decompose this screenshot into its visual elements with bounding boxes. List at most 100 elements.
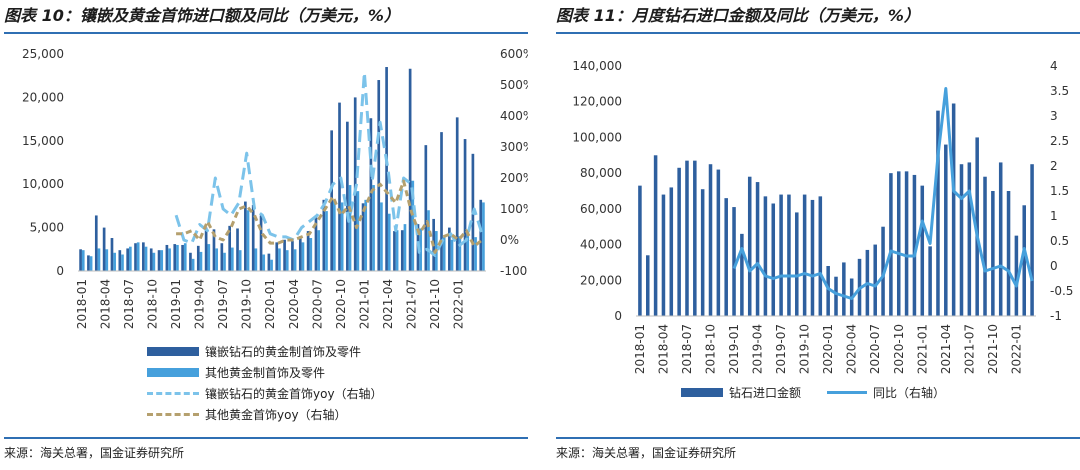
bar	[740, 233, 744, 316]
y2-tick-label: 2	[1050, 159, 1058, 173]
x-tick-label: 2019-07	[216, 279, 230, 329]
bar	[333, 199, 336, 271]
bar	[149, 248, 153, 271]
bar	[795, 212, 799, 316]
left-chart: 0 5,000 10,000 15,000 20,000 25,000 -100% 0% 100…	[22, 47, 528, 329]
bar	[275, 242, 279, 271]
bar	[364, 199, 368, 271]
bar	[708, 164, 713, 316]
x-tick-label: 2018-10	[704, 324, 718, 374]
y-tick-label: 10,000	[22, 177, 64, 191]
y-tick-label: 40,000	[580, 238, 622, 252]
x-tick-label: 2018-07	[680, 324, 694, 374]
y2-tick-label: 0.5	[1050, 234, 1069, 248]
bar	[873, 244, 877, 316]
bar	[309, 238, 313, 271]
bar	[479, 199, 483, 271]
bar	[152, 252, 156, 271]
bar	[842, 262, 846, 316]
bar	[818, 196, 823, 316]
bar	[440, 132, 443, 271]
bar	[638, 185, 642, 316]
bar	[802, 194, 807, 316]
bar	[102, 227, 106, 271]
bar	[204, 227, 208, 271]
x-tick-label: 2019-07	[774, 324, 788, 374]
y-tick-label: 5,000	[30, 221, 64, 235]
legend-label: 其他黄金首饰yoy（右轴）	[205, 408, 347, 422]
right-source-note: 来源：海关总署，国金证券研究所	[556, 446, 737, 460]
bar	[975, 137, 979, 316]
y2-tick-label: 300%	[500, 140, 528, 154]
bar	[134, 243, 137, 271]
series-line	[174, 71, 484, 257]
legend-swatch	[147, 368, 199, 377]
y-tick-label: 120,000	[572, 95, 622, 109]
left-chart-title: 图表 10：镶嵌及黄金首饰进口额及同比（万美元，%）	[4, 6, 400, 25]
legend-swatch	[681, 388, 723, 397]
x-tick-label: 2020-07	[310, 279, 324, 329]
y2-tick-label: 3	[1050, 109, 1058, 123]
bar	[669, 187, 674, 316]
bar	[325, 211, 328, 271]
bar	[466, 231, 470, 271]
bar	[482, 202, 485, 271]
y2-tick-label: -100%	[500, 264, 528, 278]
bar	[322, 199, 326, 271]
bar	[369, 118, 373, 271]
y-tick-label: 20,000	[22, 90, 64, 104]
bar	[291, 240, 294, 271]
bar	[983, 176, 987, 316]
right-chart-panel: 图表 11：月度钻石进口金额及同比（万美元，%） 0 20,000 40,000 60…	[556, 0, 1080, 470]
bar	[267, 253, 271, 271]
bar	[113, 252, 116, 271]
legend-item: 其他黄金首饰yoy（右轴）	[147, 404, 383, 425]
x-tick-label: 2021-01	[357, 279, 371, 329]
bar	[199, 251, 203, 271]
series-line	[176, 179, 484, 254]
x-tick-label: 2021-10	[986, 324, 1000, 374]
bar	[246, 210, 250, 271]
bar	[181, 244, 184, 271]
left-source-note: 来源：海关总署，国金证券研究所	[4, 446, 185, 460]
bar	[298, 236, 302, 271]
bar	[301, 242, 305, 271]
bar	[889, 173, 893, 316]
bar	[79, 249, 82, 271]
x-tick-label: 2018-04	[656, 324, 670, 374]
bar	[317, 230, 320, 271]
bar	[94, 215, 98, 271]
bar	[89, 256, 93, 271]
x-tick-label: 2021-04	[381, 279, 395, 329]
x-tick-label: 2022-01	[452, 279, 466, 329]
x-tick-label: 2019-01	[169, 279, 183, 329]
left-title-rule	[4, 32, 528, 34]
right-chart-title: 图表 11：月度钻石进口金额及同比（万美元，%）	[556, 6, 920, 25]
y-tick-label: 0	[614, 309, 622, 323]
bar	[97, 248, 101, 271]
y2-tick-label: 400%	[500, 109, 528, 123]
bar	[173, 244, 177, 271]
bar	[403, 224, 407, 271]
bar	[278, 248, 281, 271]
x-tick-label: 2020-10	[334, 279, 348, 329]
bar	[411, 180, 415, 271]
bar	[231, 247, 234, 271]
bar	[176, 244, 179, 271]
bar	[928, 246, 932, 316]
bar	[700, 189, 705, 316]
bar	[144, 246, 148, 271]
bar	[157, 250, 161, 271]
legend-item: 同比（右轴）	[827, 382, 945, 403]
bar	[160, 250, 164, 271]
x-tick-label: 2020-10	[892, 324, 906, 374]
bar	[395, 230, 399, 271]
y-tick-label: 0	[56, 264, 64, 278]
x-tick-label: 2018-10	[146, 279, 160, 329]
y2-tick-label: 1.5	[1050, 184, 1069, 198]
y2-tick-label: -1	[1050, 309, 1062, 323]
x-tick-label: 2022-01	[1009, 324, 1023, 374]
legend-label: 镶嵌钻石的黄金首饰yoy（右轴）	[205, 387, 383, 401]
bar	[270, 259, 273, 271]
y2-tick-label: 600%	[500, 47, 528, 61]
